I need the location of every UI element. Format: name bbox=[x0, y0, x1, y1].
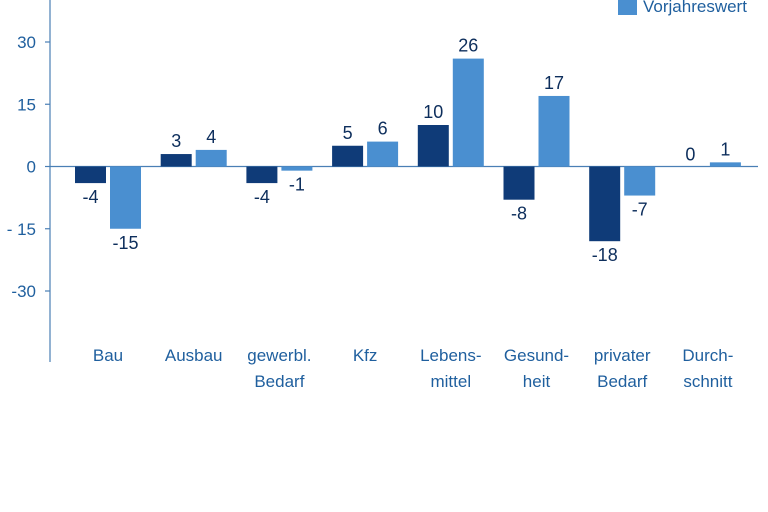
category-label: Gesund- bbox=[504, 346, 569, 365]
y-tick-label: -30 bbox=[11, 282, 36, 301]
bar-series1 bbox=[503, 166, 535, 200]
data-label: 6 bbox=[378, 119, 388, 139]
bar-series1 bbox=[160, 154, 192, 167]
category-label: mittel bbox=[430, 372, 471, 391]
data-label: 3 bbox=[171, 131, 181, 151]
data-label: -1 bbox=[289, 175, 305, 195]
bar-series1 bbox=[75, 166, 106, 184]
data-label: 26 bbox=[458, 36, 478, 56]
legend-label: Vorjahreswert bbox=[643, 0, 747, 16]
category-label: Bedarf bbox=[254, 372, 304, 391]
category-label: schnitt bbox=[683, 372, 732, 391]
data-label: -8 bbox=[511, 204, 527, 224]
data-label: 0 bbox=[685, 145, 695, 165]
category-label: Kfz bbox=[353, 346, 378, 365]
category-label: heit bbox=[523, 372, 551, 391]
category-labels: Bau Ausbau gewerbl. Bedarf Kfz Lebens-mittel G… bbox=[93, 346, 734, 391]
data-label: -7 bbox=[632, 200, 648, 220]
category-label: Lebens- bbox=[420, 346, 481, 365]
data-label: -15 bbox=[112, 233, 138, 253]
y-tick-label: - 15 bbox=[7, 220, 36, 239]
bar-series2 bbox=[624, 166, 656, 196]
bar-series2 bbox=[367, 141, 399, 167]
data-label: 4 bbox=[206, 127, 216, 147]
bar-series1 bbox=[417, 125, 449, 167]
bar-series1 bbox=[332, 145, 364, 167]
category-label: Bau bbox=[93, 346, 123, 365]
bar-series2 bbox=[281, 166, 313, 171]
bar-series2 bbox=[538, 95, 570, 167]
bar-series1 bbox=[246, 166, 278, 184]
category-label: Durch- bbox=[682, 346, 733, 365]
bar-series2 bbox=[195, 149, 227, 167]
legend: Vorjahreswert bbox=[618, 0, 747, 16]
y-tick-label: 0 bbox=[27, 158, 36, 177]
data-label: 5 bbox=[343, 123, 353, 143]
data-label: 17 bbox=[544, 73, 564, 93]
category-label: Ausbau bbox=[165, 346, 223, 365]
y-tick-label: 15 bbox=[17, 95, 36, 114]
category-label: gewerbl. bbox=[247, 346, 311, 365]
bar-series2 bbox=[452, 58, 484, 167]
bar-series2 bbox=[709, 162, 741, 167]
data-label: -4 bbox=[82, 187, 98, 207]
data-label: -18 bbox=[592, 245, 618, 265]
category-label: privater bbox=[594, 346, 651, 365]
data-label: 1 bbox=[720, 139, 730, 159]
bar-series2 bbox=[110, 166, 141, 229]
y-tick-label: 30 bbox=[17, 33, 36, 52]
bar-series1 bbox=[589, 166, 621, 242]
data-label: -4 bbox=[254, 187, 270, 207]
legend-swatch bbox=[618, 0, 637, 15]
bars bbox=[75, 58, 741, 242]
data-label: 10 bbox=[423, 102, 443, 122]
category-label: Bedarf bbox=[597, 372, 647, 391]
